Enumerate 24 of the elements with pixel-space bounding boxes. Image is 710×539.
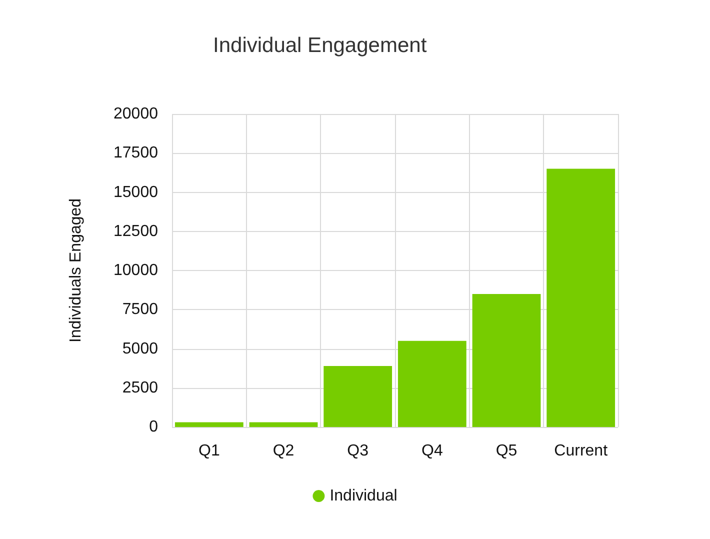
- y-tick-label: 2500: [122, 379, 158, 396]
- y-axis-title: Individuals Engaged: [68, 198, 84, 343]
- legend-label: Individual: [330, 488, 398, 504]
- chart-title: Individual Engagement: [213, 34, 427, 57]
- x-tick-label: Current: [554, 442, 608, 460]
- bar: [249, 422, 318, 427]
- y-tick-label: 20000: [114, 106, 158, 122]
- y-tick-label: 0: [149, 418, 158, 436]
- y-tick-label: 12500: [114, 222, 158, 240]
- y-tick-label: 5000: [122, 340, 158, 358]
- y-tick-label: 15000: [114, 184, 158, 201]
- x-tick-label: Q2: [272, 442, 294, 460]
- y-tick-label: 10000: [114, 262, 158, 279]
- x-tick-label: Q3: [347, 442, 369, 460]
- y-tick-label: 7500: [122, 301, 158, 318]
- y-tick-label: 17500: [114, 144, 158, 162]
- x-tick-label: Q5: [496, 442, 518, 460]
- x-tick-label: Q4: [421, 442, 443, 460]
- x-tick-label: Q1: [198, 442, 220, 460]
- bar: [472, 294, 541, 427]
- bar: [324, 366, 392, 427]
- bar: [174, 422, 244, 427]
- bar: [546, 168, 616, 427]
- bar: [398, 340, 466, 427]
